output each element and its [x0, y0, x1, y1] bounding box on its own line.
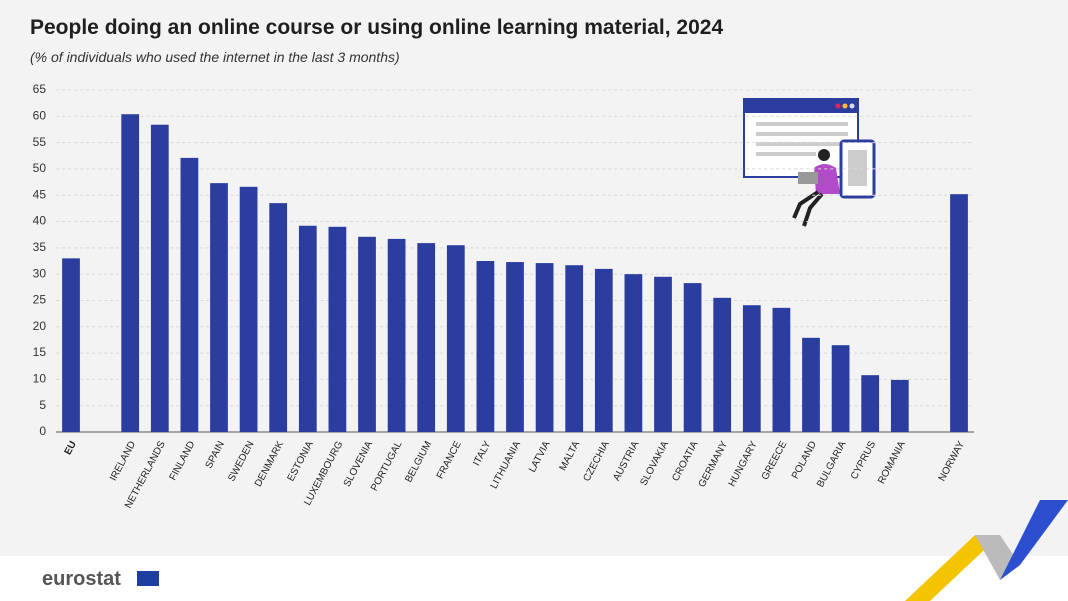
decoration: [1000, 500, 1068, 580]
background: [0, 0, 1068, 556]
chart-title: People doing an online course or using o…: [30, 16, 723, 39]
bar: [62, 258, 80, 432]
bar: [387, 238, 406, 432]
bar: [713, 297, 732, 432]
bar: [565, 265, 584, 432]
decoration: [905, 535, 1000, 601]
bar: [121, 114, 140, 433]
y-tick-label: 10: [33, 372, 47, 386]
y-tick-label: 25: [33, 293, 47, 307]
y-tick-label: 35: [33, 240, 47, 254]
y-tick-label: 30: [33, 266, 47, 280]
bar: [298, 225, 317, 432]
y-tick-label: 45: [33, 187, 47, 201]
bar: [890, 379, 909, 432]
y-tick-label: 65: [33, 82, 47, 96]
y-tick-label: 40: [33, 214, 47, 228]
bar: [239, 186, 258, 432]
bar: [861, 375, 880, 432]
bar: [802, 337, 820, 432]
bar: [269, 203, 288, 432]
bar: [654, 276, 672, 432]
bar: [594, 268, 613, 432]
bar: [535, 263, 554, 432]
bar: [506, 262, 524, 432]
bar: [358, 236, 376, 432]
bar: [417, 243, 436, 432]
bar: [683, 283, 702, 432]
y-tick-label: 60: [33, 108, 47, 122]
y-tick-label: 0: [39, 424, 46, 438]
bar: [446, 245, 465, 432]
bar: [476, 261, 495, 432]
y-tick-label: 50: [33, 161, 47, 175]
y-tick-label: 20: [33, 319, 47, 333]
eu-flag: [137, 571, 159, 586]
y-tick-label: 5: [39, 398, 46, 412]
bar: [950, 194, 968, 432]
bar: [624, 274, 643, 432]
bar: [150, 124, 169, 433]
bar: [742, 305, 761, 432]
bar: [772, 307, 791, 432]
chart-subtitle: (% of individuals who used the internet …: [30, 49, 400, 65]
bar: [180, 157, 199, 432]
bar: [328, 226, 347, 432]
y-tick-label: 15: [33, 345, 47, 359]
source-logo: eurostat: [42, 568, 121, 590]
bar: [210, 183, 228, 432]
bar: [831, 345, 850, 432]
y-tick-label: 55: [33, 135, 47, 149]
